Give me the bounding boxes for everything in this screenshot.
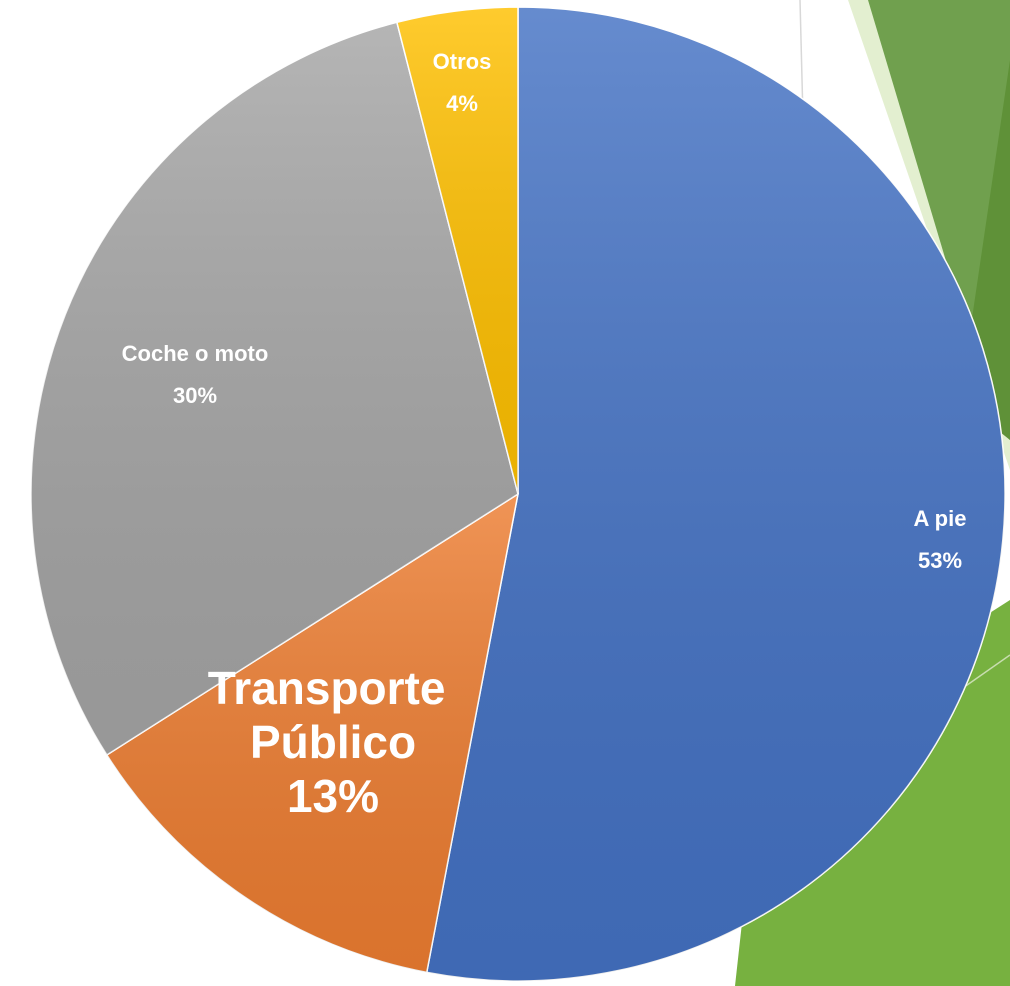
pie [30, 6, 1006, 982]
slice-category-label: Transporte Público [208, 662, 459, 768]
slice-category-label: Otros [433, 49, 492, 74]
slice-value-label: 30% [173, 383, 217, 408]
slice-value-label: 13% [287, 770, 379, 822]
slice-value-label: 53% [918, 548, 962, 573]
slice-category-label: A pie [914, 506, 967, 531]
slice-value-label: 4% [446, 91, 478, 116]
slice-category-label: Coche o moto [122, 341, 269, 366]
